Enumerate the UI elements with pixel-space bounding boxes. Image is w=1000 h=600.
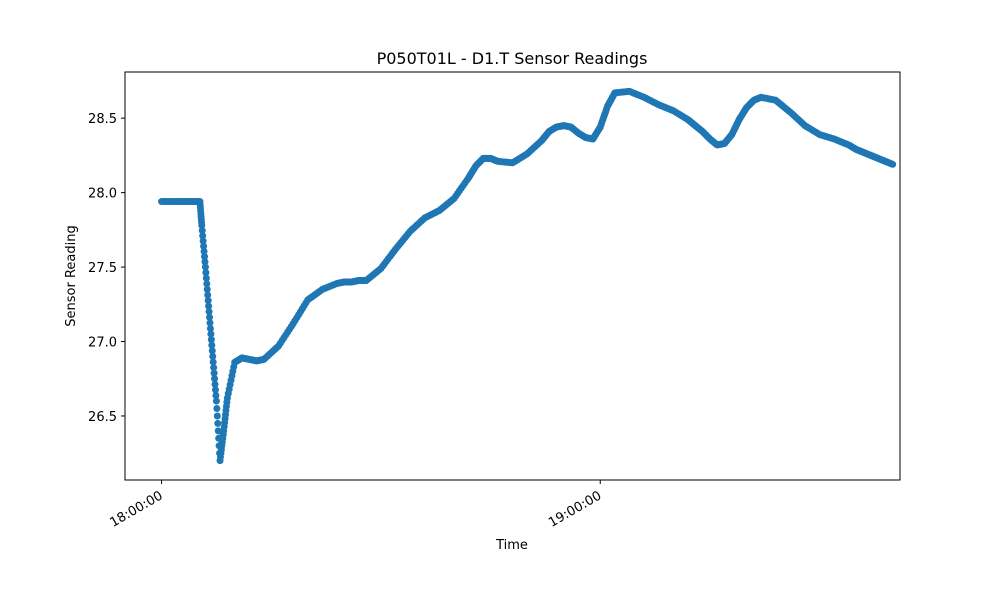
data-point-interp: [206, 313, 214, 321]
data-point: [889, 160, 897, 168]
data-point-interp: [199, 232, 207, 240]
data-point-interp: [213, 412, 221, 420]
y-tick-label: 28.0: [88, 187, 117, 202]
plot-area-frame: [124, 71, 901, 481]
data-point: [205, 308, 213, 316]
y-tick-label: 27.5: [88, 261, 117, 276]
data-point-interp: [205, 302, 213, 310]
data-point: [198, 221, 206, 229]
y-tick-label: 26.5: [88, 410, 117, 425]
data-point: [209, 352, 217, 360]
data-point-interp: [203, 280, 211, 288]
data-point-interp: [210, 369, 218, 377]
data-point-interp: [200, 242, 208, 250]
data-point-interp: [212, 392, 220, 399]
data-point: [201, 263, 209, 271]
y-axis-ticks: 26.5 27.0 27.5 28.0 28.5: [88, 112, 125, 425]
data-point-interp: [209, 358, 217, 366]
data-point-interp: [207, 330, 215, 338]
data-series: [158, 87, 897, 465]
y-axis-label: Sensor Reading: [64, 225, 79, 326]
data-point-interp: [214, 427, 222, 435]
data-point-interp: [211, 386, 219, 394]
data-point: [212, 397, 220, 405]
data-point-interp: [208, 347, 216, 355]
data-point-interp: [199, 237, 207, 245]
data-point-interp: [211, 375, 219, 383]
data-point-interp: [211, 380, 219, 388]
data-point-interp: [213, 405, 221, 413]
data-point-interp: [214, 419, 222, 427]
data-point-interp: [198, 227, 206, 235]
data-point-interp: [201, 258, 209, 266]
data-point-interp: [208, 341, 216, 349]
data-point-interp: [202, 269, 210, 277]
data-point-interp: [204, 291, 212, 299]
y-tick-label: 28.5: [88, 112, 117, 127]
data-point-interp: [210, 364, 218, 372]
chart-title: P050T01L - D1.T Sensor Readings: [377, 49, 648, 68]
data-point-interp: [206, 319, 214, 327]
y-tick-label: 27.0: [88, 336, 117, 351]
x-axis-label: Time: [495, 538, 528, 553]
data-point-interp: [204, 297, 212, 305]
data-point-interp: [202, 274, 210, 282]
data-point-interp: [206, 324, 214, 332]
data-point-interp: [200, 247, 208, 255]
data-point-interp: [201, 253, 209, 261]
data-point-interp: [207, 336, 215, 344]
data-point-interp: [203, 285, 211, 293]
